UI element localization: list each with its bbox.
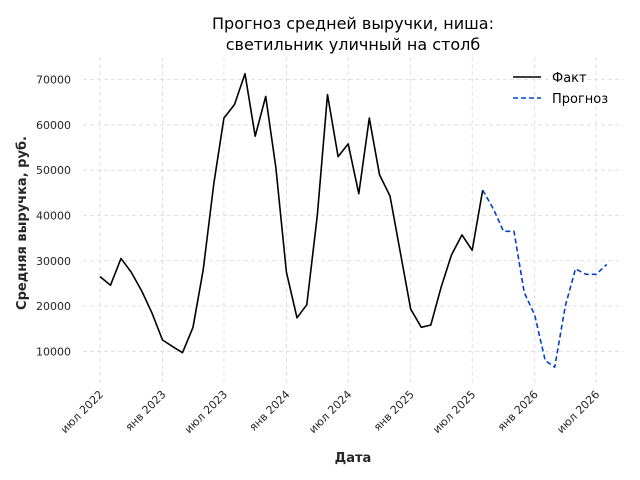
y-tick-label: 10000 xyxy=(36,345,71,358)
x-tick-label: июл 2026 xyxy=(554,388,602,436)
x-tick-label: июл 2025 xyxy=(430,388,478,436)
y-tick-label: 70000 xyxy=(36,74,71,87)
x-tick-label: июл 2024 xyxy=(306,388,354,436)
x-tick-label: янв 2023 xyxy=(123,388,169,434)
legend-label-forecast: Прогноз xyxy=(552,92,608,107)
y-tick-label: 40000 xyxy=(36,209,71,222)
x-tick-label: июл 2022 xyxy=(58,388,106,436)
legend: Факт Прогноз xyxy=(513,71,608,107)
y-tick-label: 20000 xyxy=(36,300,71,313)
legend-label-fact: Факт xyxy=(552,71,587,86)
y-axis-label: Средняя выручка, руб. xyxy=(15,136,30,310)
x-tick-label: янв 2024 xyxy=(247,388,293,434)
y-tick-labels: 10000 20000 30000 40000 50000 60000 70000 xyxy=(36,74,71,359)
chart-title-line-2: светильник уличный на столб xyxy=(226,35,481,54)
grid-lines xyxy=(83,57,623,383)
x-axis-label: Дата xyxy=(335,451,372,466)
series-line-forecast xyxy=(482,189,608,369)
x-tick-label: янв 2026 xyxy=(495,388,541,434)
y-tick-label: 60000 xyxy=(36,119,71,132)
y-tick-label: 50000 xyxy=(36,164,71,177)
series-lines xyxy=(99,73,608,369)
series-line-fact xyxy=(99,73,484,354)
x-tick-label: янв 2025 xyxy=(371,388,417,434)
x-tick-labels: июл 2022 янв 2023 июл 2023 янв 2024 июл 2024… xyxy=(58,388,602,436)
x-tick-label: июл 2023 xyxy=(182,388,230,436)
y-tick-label: 30000 xyxy=(36,255,71,268)
chart-title-line-1: Прогноз средней выручки, ниша: xyxy=(212,14,494,33)
